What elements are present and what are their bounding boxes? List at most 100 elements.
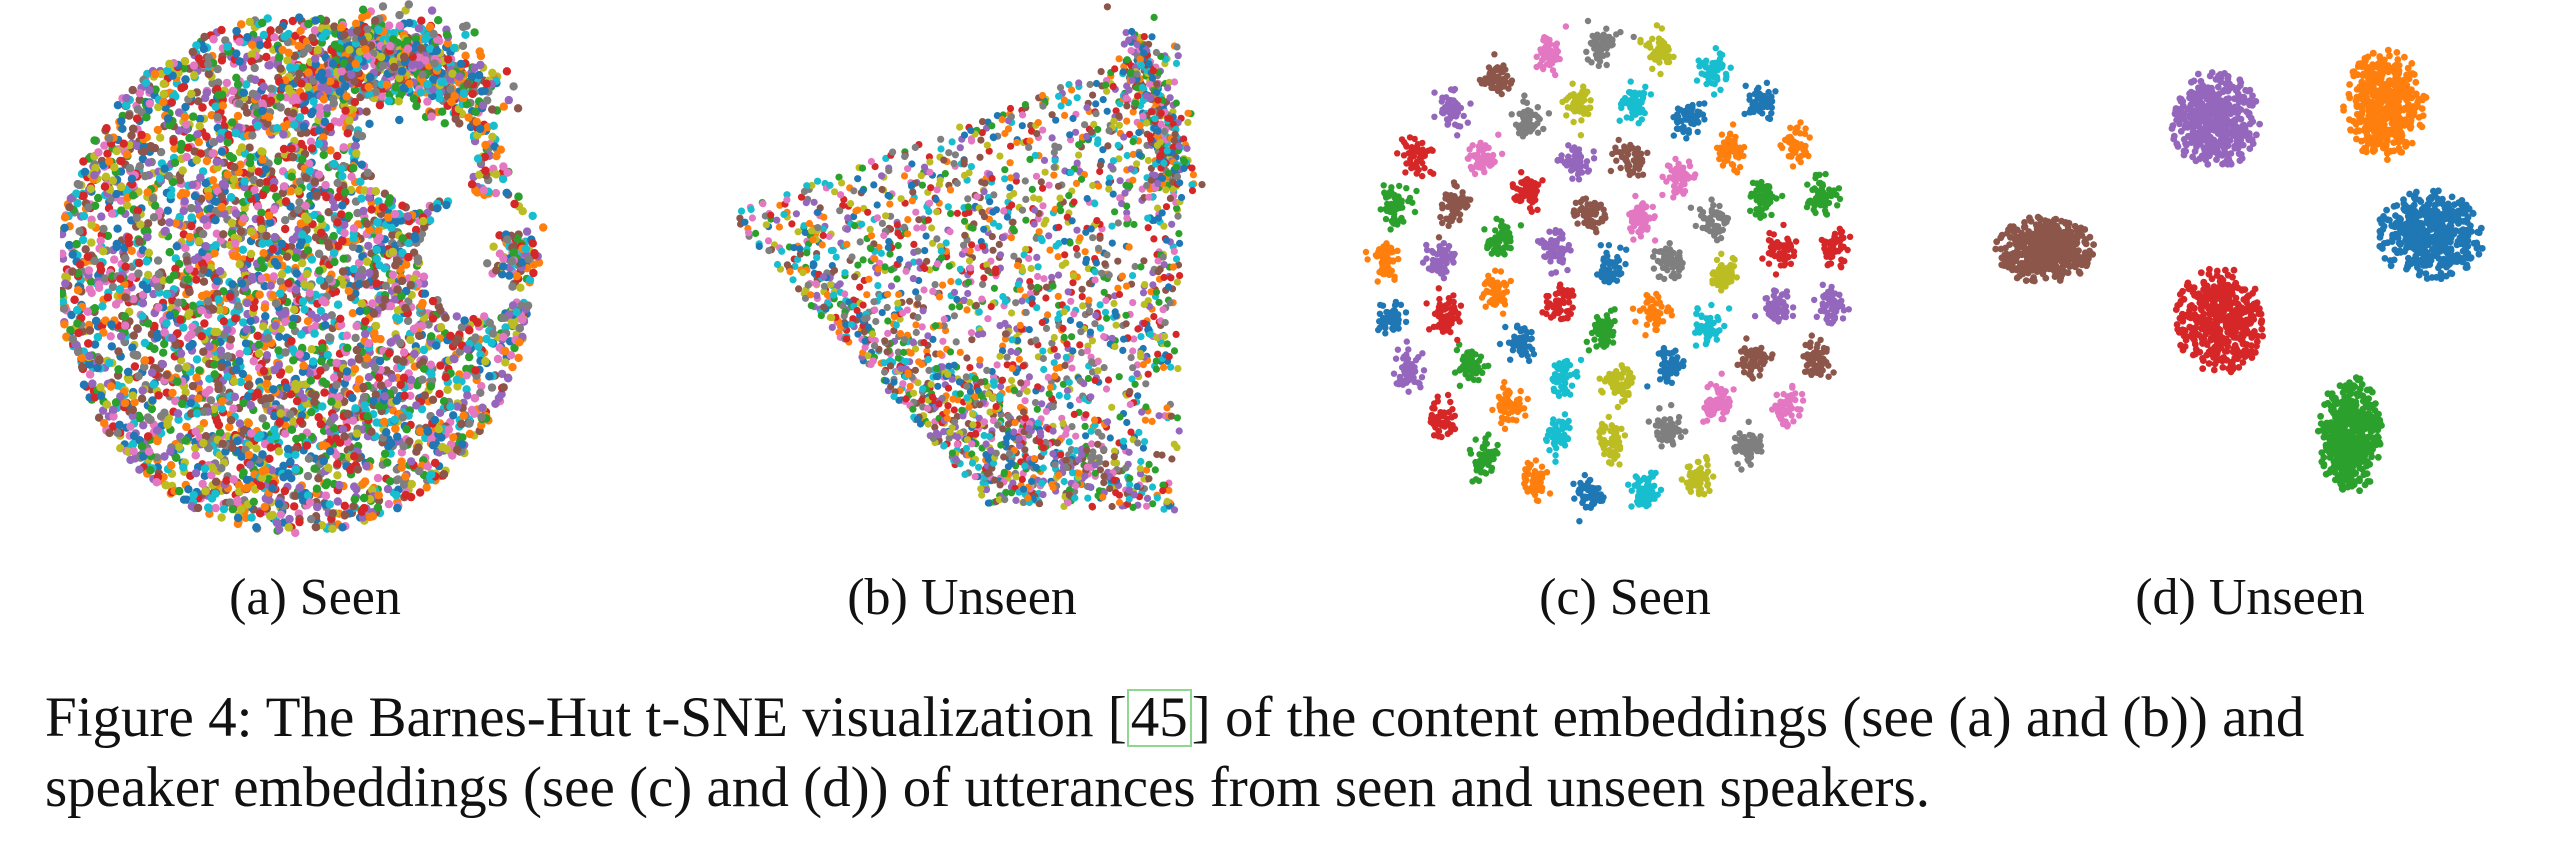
scatter-point xyxy=(231,239,240,248)
scatter-point xyxy=(210,360,219,369)
scatter-point xyxy=(128,85,137,95)
scatter-point xyxy=(488,105,497,114)
scatter-point xyxy=(406,280,415,290)
scatter-point xyxy=(98,247,108,256)
scatter-point xyxy=(196,173,205,182)
scatter-point xyxy=(428,441,438,450)
scatter-point xyxy=(350,452,359,461)
scatter-point xyxy=(269,184,278,193)
scatter-point xyxy=(124,233,133,242)
scatter-point xyxy=(168,388,177,398)
scatter-point xyxy=(128,411,137,421)
scatter-point xyxy=(238,369,247,379)
scatter-point xyxy=(166,447,175,456)
scatter-point xyxy=(362,107,371,116)
scatter-point xyxy=(373,503,383,512)
scatter-point xyxy=(363,168,372,177)
scatter-point xyxy=(61,279,70,288)
scatter-point xyxy=(333,459,342,469)
scatter-point xyxy=(163,206,172,215)
scatter-point xyxy=(272,518,282,528)
scatter-point xyxy=(211,215,220,225)
scatter-point xyxy=(353,465,362,474)
scatter-point xyxy=(257,274,266,283)
scatter-point xyxy=(410,349,419,359)
scatter-point xyxy=(407,479,416,489)
scatter-point xyxy=(434,424,443,434)
scatter-point xyxy=(165,248,174,257)
scatter-point xyxy=(303,246,313,255)
scatter-point xyxy=(413,257,423,266)
scatter-point xyxy=(426,216,435,225)
scatter-point xyxy=(374,373,384,382)
scatter-point xyxy=(381,281,390,290)
scatter-point xyxy=(187,204,196,213)
scatter-point xyxy=(488,329,498,338)
scatter-point xyxy=(182,120,191,129)
scatter-point xyxy=(129,350,139,359)
scatter-point xyxy=(156,147,166,157)
scatter-point xyxy=(174,415,183,424)
scatter-point xyxy=(312,191,321,200)
scatter-point xyxy=(237,20,246,29)
scatter-point xyxy=(266,96,276,106)
scatter-point xyxy=(182,362,191,372)
scatter-point xyxy=(371,187,380,196)
scatter-point xyxy=(170,158,180,167)
scatter-point xyxy=(180,112,190,122)
scatter-point xyxy=(235,260,244,269)
scatter-point xyxy=(185,264,194,274)
scatter-point xyxy=(235,57,244,66)
scatter-point xyxy=(281,317,290,327)
scatter-point xyxy=(176,191,185,200)
scatter-point xyxy=(114,365,123,374)
scatter-point xyxy=(405,437,414,446)
scatter-point xyxy=(281,348,290,357)
scatter-point xyxy=(230,377,239,386)
scatter-point xyxy=(96,265,106,275)
scatter-point xyxy=(428,296,438,306)
scatter-point xyxy=(301,201,310,210)
scatter-point xyxy=(386,301,395,311)
scatter-point xyxy=(391,424,400,433)
scatter-point xyxy=(117,182,126,192)
scatter-point xyxy=(219,230,228,239)
scatter-point xyxy=(211,503,220,513)
scatter-point xyxy=(329,231,338,241)
scatter-point xyxy=(351,142,360,151)
scatter-point xyxy=(130,362,140,371)
scatter-point xyxy=(510,343,519,353)
scatter-point xyxy=(283,56,292,65)
scatter-point xyxy=(145,85,154,95)
scatter-point xyxy=(213,112,222,122)
scatter-point xyxy=(239,214,249,223)
scatter-point xyxy=(518,315,527,324)
scatter-point xyxy=(473,154,483,163)
scatter-point xyxy=(247,50,256,59)
scatter-point xyxy=(325,500,334,509)
scatter-point xyxy=(134,372,143,381)
scatter-point xyxy=(298,297,308,306)
scatter-point xyxy=(201,487,210,496)
scatter-point xyxy=(333,497,342,506)
scatter-point xyxy=(198,479,207,489)
scatter-point xyxy=(459,411,468,420)
scatter-point xyxy=(349,164,358,173)
scatter-point xyxy=(432,204,442,213)
scatter-point xyxy=(383,484,393,494)
scatter-point xyxy=(237,452,246,461)
scatter-point xyxy=(348,416,358,425)
scatter-point xyxy=(73,319,82,328)
scatter-point xyxy=(289,153,298,162)
scatter-point xyxy=(225,423,234,432)
scatter-point xyxy=(199,438,208,448)
scatter-point xyxy=(102,124,111,133)
scatter-point xyxy=(515,324,524,333)
scatter-point xyxy=(95,356,104,365)
scatter-point xyxy=(127,131,136,140)
scatter-point xyxy=(179,323,188,332)
scatter-point xyxy=(75,227,84,236)
scatter-point xyxy=(300,305,309,314)
scatter-point xyxy=(320,388,329,397)
scatter-point xyxy=(127,246,136,255)
